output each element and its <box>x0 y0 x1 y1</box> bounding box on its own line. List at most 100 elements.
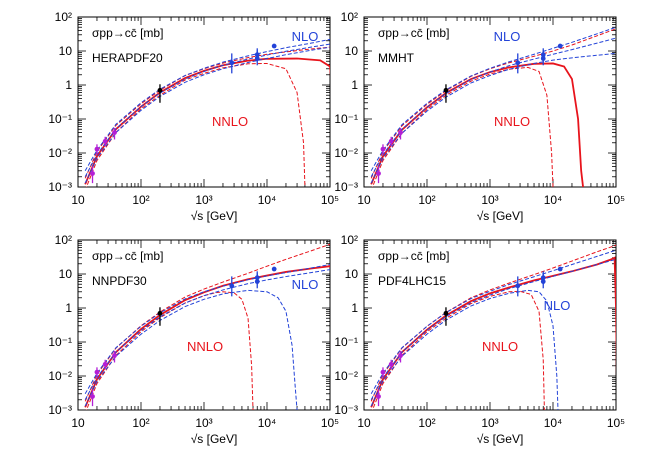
data-point <box>254 52 260 58</box>
y-tick-label: 10⁻¹ <box>334 112 358 126</box>
data-point <box>388 361 394 367</box>
series-nlo-band-upper <box>370 26 616 172</box>
x-tick-label: 10 <box>71 193 85 207</box>
data-point <box>515 60 521 66</box>
y-tick-label: 10⁻³ <box>334 180 358 194</box>
data-point <box>229 283 235 289</box>
x-tick-label: 10⁴ <box>258 193 277 207</box>
x-tick-label: 10 <box>357 193 371 207</box>
panel-bottom-left: 10⁻³ 10⁻² 10⁻¹ 1 10 10² 10 10² 10³ 10⁴ 10⁵ √s [GeV]… <box>48 233 339 446</box>
curve-label-nlo: NLO <box>544 298 571 313</box>
y-tick-label: 10² <box>55 10 72 24</box>
panel-title: σpp→cc̄ [mb] <box>92 249 163 263</box>
series-nnlo-band-upper <box>84 243 330 402</box>
data-point <box>254 275 260 281</box>
series-nlo-central <box>370 258 616 400</box>
curve-label-nlo: NLO <box>292 29 319 44</box>
x-tick-label: 10⁴ <box>544 193 563 207</box>
data-point <box>271 43 277 49</box>
panel-title: σpp→cc̄ [mb] <box>378 26 449 40</box>
series-nlo-band-upper <box>84 38 330 172</box>
y-tick-label: 10 <box>345 44 359 58</box>
y-tick-label: 10⁻² <box>334 146 358 160</box>
data-point <box>540 275 546 281</box>
curves <box>84 38 330 187</box>
data-point <box>515 283 521 289</box>
series-nlo-central <box>84 43 330 177</box>
series-nlo-central <box>84 269 330 400</box>
x-tick-label: 10³ <box>481 193 498 207</box>
data-point <box>112 130 117 135</box>
x-tick-label: 10⁵ <box>607 416 625 430</box>
x-axis-label: √s [GeV] <box>191 432 238 446</box>
y-tick-label: 10² <box>341 233 358 247</box>
x-tick-label: 10⁵ <box>607 193 625 207</box>
x-tick-label: 10³ <box>195 416 212 430</box>
x-tick-label: 10⁴ <box>544 416 563 430</box>
y-tick-label: 10⁻³ <box>334 403 358 417</box>
data-point <box>229 60 235 66</box>
curves <box>370 244 616 410</box>
x-tick-label: 10² <box>418 416 435 430</box>
y-tick-label: 10 <box>345 267 359 281</box>
panel-top-right: 10⁻³ 10⁻² 10⁻¹ 1 10 10² 10 10² 10³ 10⁴ 10⁵ √s [GeV]… <box>334 10 625 223</box>
y-tick-label: 10⁻¹ <box>48 335 72 349</box>
curve-label-nnlo: NNLO <box>482 339 518 354</box>
pdf-set-label: PDF4LHC15 <box>378 274 446 288</box>
series-nnlo-band-lower <box>85 62 306 187</box>
series-nnlo-band-upper <box>370 28 616 179</box>
series-nlo-band-lower <box>370 289 559 410</box>
data-point <box>540 52 546 58</box>
curve-label-nnlo: NNLO <box>212 114 248 129</box>
data-point <box>380 146 386 152</box>
data-point <box>102 138 108 144</box>
y-tick-label: 10² <box>55 233 72 247</box>
data-point <box>157 87 163 93</box>
y-tick-label: 10 <box>59 267 73 281</box>
data-point <box>388 138 394 144</box>
x-tick-label: 10⁴ <box>258 416 277 430</box>
data-point <box>398 353 403 358</box>
series-nnlo-band-lower <box>371 66 554 187</box>
data-point <box>157 310 163 316</box>
x-tick-label: 10² <box>132 416 149 430</box>
pdf-set-label: NNPDF30 <box>92 274 147 288</box>
plot-frame <box>77 239 331 411</box>
curve-label-nlo: NLO <box>494 29 521 44</box>
data-point <box>398 130 403 135</box>
plot-frame <box>363 239 617 411</box>
data-point <box>557 266 563 272</box>
x-tick-label: 10 <box>71 416 85 430</box>
data-point <box>102 361 108 367</box>
data-point <box>90 171 95 176</box>
y-tick-label: 10⁻³ <box>48 403 72 417</box>
y-tick-label: 10⁻² <box>48 369 72 383</box>
y-tick-label: 10⁻² <box>48 146 72 160</box>
y-tick-label: 1 <box>351 78 358 92</box>
data-point <box>90 394 95 399</box>
series-nnlo-band-upper <box>84 46 330 179</box>
data-point <box>94 146 100 152</box>
curves <box>370 26 616 187</box>
curve-label-nnlo: NNLO <box>494 114 530 129</box>
data-point <box>376 394 381 399</box>
x-tick-label: 10⁵ <box>321 416 339 430</box>
panel-bottom-right: 10⁻³ 10⁻² 10⁻¹ 1 10 10² 10 10² 10³ 10⁴ 10⁵ √s [GeV]… <box>334 233 625 446</box>
y-tick-label: 1 <box>351 301 358 315</box>
series-nnlo-band-lower <box>85 291 254 410</box>
curve-label-nnlo: NNLO <box>187 339 223 354</box>
data-point <box>112 353 117 358</box>
data-point <box>376 171 381 176</box>
data-point <box>271 266 277 272</box>
series-nlo-central <box>370 37 616 177</box>
x-tick-label: 10² <box>418 193 435 207</box>
y-tick-label: 10 <box>59 44 73 58</box>
curves <box>84 243 330 410</box>
panel-top-left: 10⁻³ 10⁻² 10⁻¹ 1 10 10² 10 10² 10³ 10⁴ 10⁵ √s [GeV]… <box>48 10 339 223</box>
y-tick-label: 10⁻¹ <box>334 335 358 349</box>
y-tick-label: 10⁻² <box>334 369 358 383</box>
data-point <box>94 369 100 375</box>
data-point <box>380 369 386 375</box>
pdf-set-label: HERAPDF20 <box>92 51 163 65</box>
